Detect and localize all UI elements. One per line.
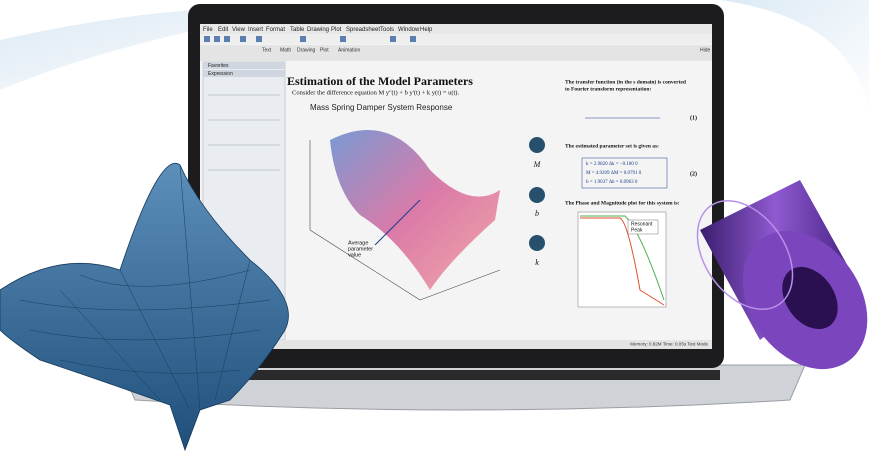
plot-title: Mass Spring Damper System Response <box>310 103 453 112</box>
status-text: Memory: 0.82M Time: 0.05s Text Mode <box>630 342 708 347</box>
cylinder-model <box>696 180 868 370</box>
menu-item[interactable]: Table <box>290 27 305 33</box>
cylinder-rim <box>696 200 794 310</box>
knob-label: M <box>533 160 542 169</box>
tool-icon[interactable] <box>224 36 230 42</box>
equation-label: (2) <box>690 170 697 177</box>
mesh-line <box>59 359 241 374</box>
surface-model <box>0 163 289 452</box>
tab[interactable]: Plot <box>320 47 329 53</box>
mesh-line <box>214 259 251 401</box>
mesh-line <box>29 329 261 341</box>
callout-text: Peak <box>631 227 643 233</box>
annotation-arrow <box>374 199 421 246</box>
paragraph: to Fourier transform representation: <box>565 86 651 92</box>
mesh-line <box>79 269 251 287</box>
menu-item[interactable]: Drawing <box>307 27 329 33</box>
menu-item[interactable]: Window <box>398 27 420 33</box>
matrix-row: b = 1.9037 Δb = 0.0963 0 <box>586 180 638 185</box>
plot-3d <box>309 130 501 301</box>
tool-icon[interactable] <box>300 36 306 42</box>
callout <box>627 219 659 235</box>
paragraph: The Phase and Magnitude plot for this sy… <box>565 200 680 206</box>
equation-label: (1) <box>690 114 697 121</box>
knob-label: k <box>535 258 539 267</box>
keyboard <box>200 370 720 380</box>
knobs <box>529 137 545 251</box>
axis <box>419 269 501 301</box>
menu-item[interactable]: Help <box>420 27 433 33</box>
matrix-row: k = 2.9820 Δk = −0.180 0 <box>586 162 638 167</box>
callout-text: Resonant <box>631 221 653 227</box>
tool-icon[interactable] <box>390 36 396 42</box>
mesh-line <box>119 269 191 411</box>
magnitude-curve <box>580 217 665 306</box>
palette-title[interactable]: Expression <box>208 71 233 77</box>
knob-label: b <box>535 209 539 218</box>
mesh-line <box>19 299 271 311</box>
section-heading: Estimation of the Model Parameters <box>287 74 473 88</box>
annotation: Average <box>348 240 368 246</box>
palette-header <box>203 62 285 69</box>
tab[interactable]: Drawing <box>297 47 316 53</box>
tool-icon[interactable] <box>240 36 246 42</box>
paragraph: The estimated parameter set is given as: <box>565 143 659 149</box>
mesh-line <box>179 164 201 411</box>
annotation: value <box>348 252 361 258</box>
paragraph: Consider the difference equation M y''(t… <box>292 89 459 96</box>
tab[interactable]: Text <box>262 47 272 53</box>
tool-icon[interactable] <box>256 36 262 42</box>
knob[interactable] <box>529 187 545 203</box>
palette-header <box>203 70 285 77</box>
bode-plot <box>577 211 667 308</box>
menu-bar <box>200 24 712 34</box>
menu-item[interactable]: Tools <box>380 27 394 33</box>
axis <box>309 229 421 301</box>
menu-item[interactable]: View <box>232 27 246 33</box>
matrix-bracket <box>581 157 668 189</box>
tool-icon[interactable] <box>204 36 210 42</box>
menu-item[interactable]: Edit <box>218 27 229 33</box>
menu-item[interactable]: File <box>203 27 213 33</box>
toolbar <box>200 34 712 44</box>
tool-icon[interactable] <box>340 36 346 42</box>
context-bar <box>200 45 712 61</box>
menu-item[interactable]: Format <box>266 27 285 33</box>
swirl <box>0 8 300 90</box>
cylinder-hole <box>782 266 838 330</box>
surface-mesh <box>0 163 289 452</box>
knob[interactable] <box>529 235 545 251</box>
phase-curve <box>580 215 665 301</box>
mesh-line <box>59 289 161 401</box>
tool-icon[interactable] <box>410 36 416 42</box>
tab[interactable]: Math <box>280 47 291 53</box>
swirl <box>720 0 869 120</box>
tab[interactable]: Animation <box>338 47 360 53</box>
tool-icon[interactable] <box>214 36 220 42</box>
hide-button[interactable]: Hide <box>700 47 711 53</box>
menu-item[interactable]: Insert <box>248 27 263 33</box>
annotation: parameter <box>348 246 373 252</box>
matrix-row: M = 4.9209 ΔM = 0.0791 0 <box>586 171 642 176</box>
palette-title[interactable]: Favorites <box>208 63 229 69</box>
paragraph: The transfer function (in the s domain) … <box>565 78 686 85</box>
surface <box>330 130 500 290</box>
menu-item[interactable]: Plot <box>331 27 342 33</box>
knob[interactable] <box>529 137 545 153</box>
status-bar <box>200 340 712 349</box>
menu-item[interactable]: Spreadsheet <box>346 27 380 33</box>
